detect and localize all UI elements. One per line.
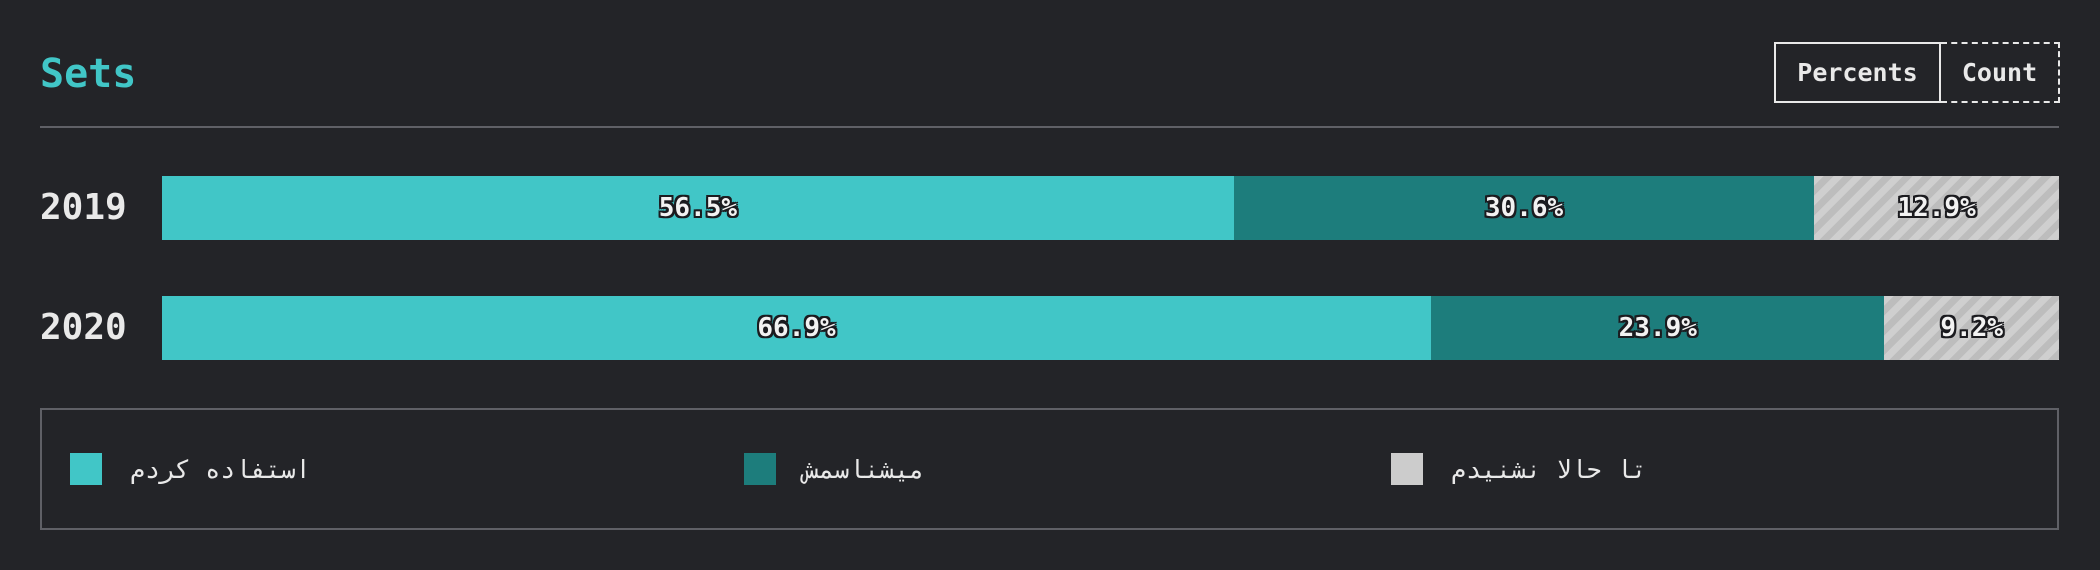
bar-value-label: 23.9%: [1618, 313, 1697, 343]
bar-segment[interactable]: 12.9%: [1814, 176, 2059, 240]
bar-value-label: 66.9%: [757, 313, 836, 343]
stacked-bar-2020: 66.9% 23.9% 9.2%: [162, 296, 2059, 360]
bar-value-label: 56.5%: [658, 193, 738, 223]
bar-value-label: 30.6%: [1484, 193, 1564, 223]
bar-value-label: 12.9%: [1897, 193, 1976, 223]
row-label-2019: 2019: [40, 187, 127, 228]
stacked-bar-2019: 56.5% 30.6% 12.9%: [162, 176, 2059, 240]
legend-swatch: [70, 453, 102, 485]
legend-label: تا حالا نشنیدم: [1451, 454, 1647, 484]
bar-segment[interactable]: 66.9%: [162, 296, 1432, 360]
legend-swatch: [1391, 453, 1423, 485]
legend-item-used[interactable]: استفاده کردم: [70, 453, 311, 485]
bar-segment[interactable]: 23.9%: [1431, 296, 1885, 360]
display-mode-toggle: Percents Count: [1774, 42, 2060, 103]
count-button[interactable]: Count: [1941, 42, 2060, 103]
legend-item-know[interactable]: میشناسمش: [744, 453, 924, 485]
row-label-2020: 2020: [40, 307, 127, 348]
bar-segment[interactable]: 9.2%: [1884, 296, 2059, 360]
percents-button[interactable]: Percents: [1774, 42, 1941, 103]
bar-segment[interactable]: 56.5%: [162, 176, 1234, 240]
legend: استفاده کردم میشناسمش تا حالا نشنیدم: [40, 408, 2059, 530]
legend-item-never-heard[interactable]: تا حالا نشنیدم: [1391, 453, 1647, 485]
bar-value-label: 9.2%: [1940, 313, 2004, 343]
legend-swatch: [744, 453, 776, 485]
legend-label: میشناسمش: [804, 454, 925, 484]
bar-segment[interactable]: 30.6%: [1233, 176, 1815, 240]
chart-title: Sets: [40, 51, 137, 97]
legend-label: استفاده کردم: [130, 454, 311, 484]
header-divider: [40, 126, 2059, 128]
